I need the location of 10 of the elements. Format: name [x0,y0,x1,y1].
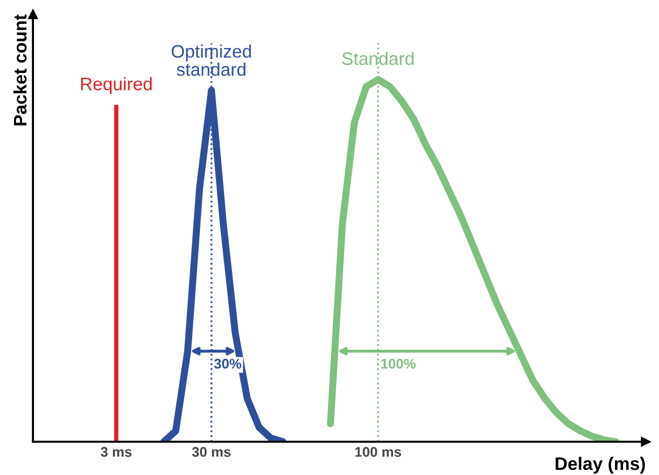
annotation: 30% [214,358,242,369]
x-tick-label: 30 ms [192,446,231,457]
series-label: Standard [342,52,414,66]
series-label: Optimized standard [172,44,251,76]
y-axis-title: Packet count [13,14,27,126]
x-tick-label: 100 ms [355,446,402,457]
x-axis-title: Delay (ms) [556,456,645,474]
annotation: 100% [381,358,416,369]
x-tick-label: 3 ms [100,446,132,457]
series-label: Required [81,77,152,94]
